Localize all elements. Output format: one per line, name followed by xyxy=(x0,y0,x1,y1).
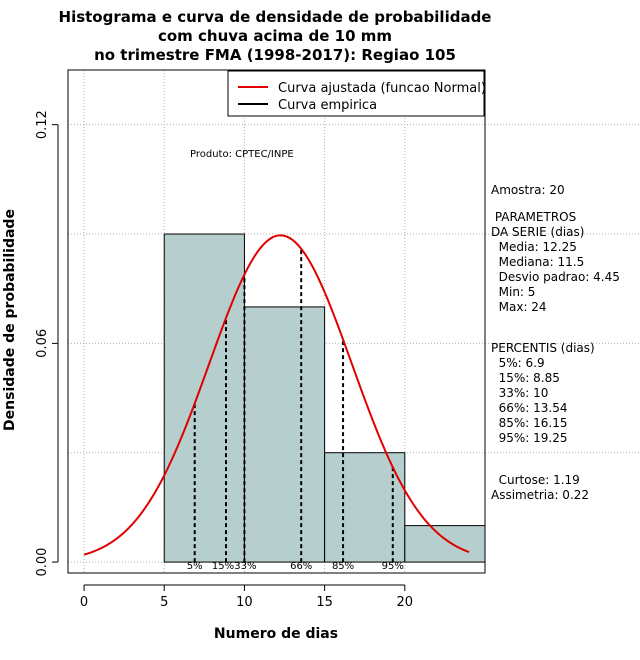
stats-line: Mediana: 11.5 xyxy=(491,255,584,269)
percentile-line: PERCENTIS (dias) xyxy=(491,341,595,355)
stats-line: Min: 5 xyxy=(491,285,535,299)
legend-label-fit: Curva ajustada (funcao Normal) xyxy=(278,81,486,96)
x-tick-label: 5 xyxy=(160,595,168,610)
percentile-line: 66%: 13.54 xyxy=(491,401,568,415)
skewness: Assimetria: 0.22 xyxy=(491,488,589,502)
x-tick-label: 20 xyxy=(397,595,414,610)
y-axis: 0.00 0.06 0.12 xyxy=(35,110,59,577)
percentile-line: 15%: 8.85 xyxy=(491,371,560,385)
chart-title-line-3: no trimestre FMA (1998-2017): Regiao 105 xyxy=(94,46,456,64)
legend-label-empirical: Curva empirica xyxy=(278,98,377,113)
percentile-label: 95% xyxy=(382,561,404,572)
percentile-line: 85%: 16.15 xyxy=(491,416,568,430)
y-tick-label: 0.00 xyxy=(35,548,50,577)
legend-box xyxy=(227,70,485,117)
stats-line: DA SERIE (dias) xyxy=(491,225,584,239)
sample-size: Amostra: 20 xyxy=(491,183,565,197)
x-tick-label: 15 xyxy=(316,595,333,610)
y-tick-label: 0.06 xyxy=(35,329,50,358)
y-tick-label: 0.12 xyxy=(35,110,50,139)
chart-title-line-1: Histograma e curva de densidade de proba… xyxy=(59,8,492,26)
series-parameters: PARAMETROS DA SERIE (dias) Media: 12.25 … xyxy=(491,210,620,314)
normal-curve-path xyxy=(83,234,470,556)
percentile-label: 5% xyxy=(187,561,203,572)
plot-frame xyxy=(67,69,486,574)
histogram-bar xyxy=(404,525,486,563)
product-label: Produto: CPTEC/INPE xyxy=(190,149,294,160)
y-axis-label: Densidade de probabilidade xyxy=(2,209,18,431)
legend: Curva ajustada (funcao Normal) Curva emp… xyxy=(227,70,486,117)
kurtosis: Curtose: 1.19 xyxy=(491,473,580,487)
stats-line: Media: 12.25 xyxy=(491,240,577,254)
percentile-label: 85% xyxy=(332,561,354,572)
stats-line: Desvio padrao: 4.45 xyxy=(491,270,620,284)
percentile-line: 33%: 10 xyxy=(491,386,548,400)
stats-line: Max: 24 xyxy=(491,300,547,314)
normal-curve xyxy=(83,234,470,556)
percentiles-block: PERCENTIS (dias) 5%: 6.9 15%: 8.85 33%: … xyxy=(491,341,595,445)
histogram-bar xyxy=(324,452,406,563)
x-axis-label: Numero de dias xyxy=(214,626,338,642)
x-tick-label: 10 xyxy=(236,595,253,610)
chart-title-line-2: com chuva acima de 10 mm xyxy=(158,27,392,45)
percentile-lines: 5% 15% 33% 66% 85% 95% xyxy=(187,248,404,572)
grid xyxy=(68,70,640,573)
histogram-bars xyxy=(163,233,486,563)
stats-line: PARAMETROS xyxy=(491,210,576,224)
percentile-line: 95%: 19.25 xyxy=(491,431,568,445)
percentile-label: 66% xyxy=(290,561,312,572)
percentile-label: 15% xyxy=(212,561,234,572)
histogram-bar xyxy=(243,306,326,563)
x-tick-label: 0 xyxy=(80,595,88,610)
percentile-line: 5%: 6.9 xyxy=(491,356,545,370)
x-axis: 0 5 10 15 20 xyxy=(80,584,414,610)
percentile-label: 33% xyxy=(234,561,256,572)
histogram-bar xyxy=(163,233,245,563)
